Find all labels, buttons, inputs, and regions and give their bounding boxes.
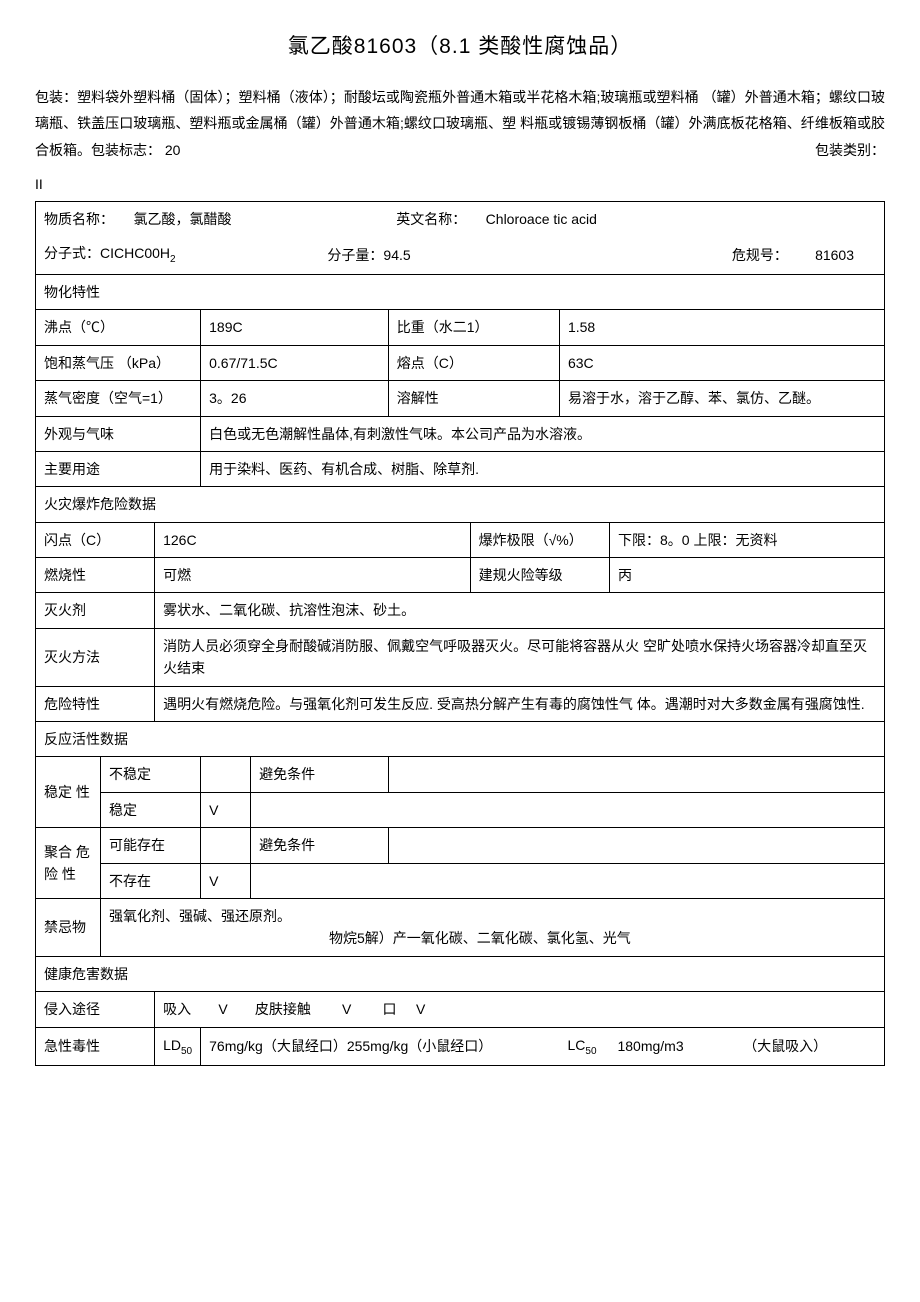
hazard-cell: 危规号： 81603 — [559, 236, 884, 274]
unstable-label: 不稳定 — [101, 757, 201, 792]
combustible-label: 燃烧性 — [36, 558, 155, 593]
boiling-value: 189C — [201, 310, 389, 345]
not-exist-label: 不存在 — [101, 863, 201, 898]
vapor-density-label: 蒸气密度（空气=1） — [36, 381, 201, 416]
section-reactivity: 反应活性数据 — [36, 722, 885, 757]
use-value: 用于染料、医药、有机合成、树脂、除草剂. — [201, 451, 885, 486]
incompat-text: 强氧化剂、强碱、强还原剂。 — [109, 908, 291, 924]
avoid-value-2 — [388, 828, 884, 863]
sol-value: 易溶于水，溶于乙醇、苯、氯仿、乙醚。 — [559, 381, 884, 416]
appearance-value: 白色或无色潮解性晶体,有刺激性气味。本公司产品为水溶液。 — [201, 416, 885, 451]
entry-label: 侵入途径 — [36, 992, 155, 1027]
flash-value: 126C — [155, 522, 470, 557]
inhale-check: V — [218, 1001, 227, 1017]
lc-label: LC — [567, 1037, 585, 1053]
grade-label: 建规火险等级 — [470, 558, 609, 593]
ld-label: LD — [163, 1037, 181, 1053]
ld-sub: 50 — [181, 1045, 192, 1056]
name-cell: 物质名称： 氯乙酸，氯醋酸 — [36, 201, 389, 236]
en-cell: 英文名称： Chloroace tic acid — [388, 201, 884, 236]
lc-sub: 50 — [585, 1045, 596, 1056]
hazard-value: 81603 — [815, 247, 854, 263]
lc-note: （大鼠吸入） — [735, 1027, 884, 1066]
mp-value: 63C — [559, 345, 884, 380]
formula-label: 分子式：CICHC00H — [44, 245, 170, 261]
formula-sub: 2 — [170, 254, 176, 265]
name-label: 物质名称： — [44, 211, 114, 227]
boiling-label: 沸点（℃） — [36, 310, 201, 345]
may-exist-check — [201, 828, 251, 863]
entry-values: 吸入 V 皮肤接触 V 口 V — [155, 992, 885, 1027]
vapor-pressure-value: 0.67/71.5C — [201, 345, 389, 380]
skin-check: V — [342, 1001, 351, 1017]
skin-label: 皮肤接触 — [255, 1001, 311, 1017]
incompat-label: 禁忌物 — [36, 898, 101, 956]
extinguish-method-value: 消防人员必须穿全身耐酸碱消防服、佩戴空气呼吸器灭火。尽可能将容器从火 空旷处喷水… — [155, 628, 885, 686]
formula-cell: 分子式：CICHC00H2 — [36, 236, 320, 274]
en-label: 英文名称： — [396, 211, 466, 227]
incompat-value: 强氧化剂、强碱、强还原剂。 物烷5解）产一氧化碳、二氧化碳、氯化氢、光气 — [101, 898, 885, 956]
hazard-char-label: 危险特性 — [36, 686, 155, 721]
en-value: Chloroace tic acid — [486, 211, 597, 227]
flash-label: 闪点（C） — [36, 522, 155, 557]
mp-label: 熔点（C） — [388, 345, 559, 380]
ld-value: 76mg/kg（大鼠经口）255mg/kg（小鼠经口） — [201, 1027, 560, 1066]
not-exist-blank — [251, 863, 885, 898]
avoid-label-1: 避免条件 — [251, 757, 389, 792]
intro-text: 包装：塑料袋外塑料桶（固体）；塑料桶（液体）；耐酸坛或陶瓷瓶外普通木箱或半花格木… — [35, 84, 885, 164]
hazard-label: 危规号： — [732, 247, 788, 263]
lc-cell: LC50 — [559, 1027, 609, 1066]
roman-numeral: II — [35, 173, 885, 195]
vapor-pressure-label: 饱和蒸气压 （kPa） — [36, 345, 201, 380]
sol-label: 溶解性 — [388, 381, 559, 416]
msds-table: 物质名称： 氯乙酸，氯醋酸 英文名称： Chloroace tic acid 分… — [35, 201, 885, 1067]
section-physchem: 物化特性 — [36, 274, 885, 309]
unstable-check — [201, 757, 251, 792]
avoid-value-1 — [388, 757, 884, 792]
acute-label: 急性毒性 — [36, 1027, 155, 1066]
stability-label: 稳定 性 — [36, 757, 101, 828]
inhale-label: 吸入 — [163, 1001, 191, 1017]
vapor-density-value: 3。26 — [201, 381, 389, 416]
combustible-value: 可燃 — [155, 558, 470, 593]
oral-label: 口 — [383, 1001, 397, 1017]
polymerization-label: 聚合 危险 性 — [36, 828, 101, 899]
limit-label: 爆炸极限（√%） — [470, 522, 609, 557]
section-health: 健康危害数据 — [36, 956, 885, 991]
grade-value: 丙 — [609, 558, 884, 593]
stable-label: 稳定 — [101, 792, 201, 827]
limit-value: 下限：8。0 上限：无资料 — [609, 522, 884, 557]
not-exist-check: V — [201, 863, 251, 898]
may-exist-label: 可能存在 — [101, 828, 201, 863]
use-label: 主要用途 — [36, 451, 201, 486]
name-value: 氯乙酸，氯醋酸 — [133, 211, 231, 227]
decomp-text: 物烷5解）产一氧化碳、二氧化碳、氯化氢、光气 — [109, 930, 631, 946]
appearance-label: 外观与气味 — [36, 416, 201, 451]
density-value: 1.58 — [559, 310, 884, 345]
intro-main: 包装：塑料袋外塑料桶（固体）；塑料桶（液体）；耐酸坛或陶瓷瓶外普通木箱或半花格木… — [35, 89, 885, 158]
section-fire: 火灾爆炸危险数据 — [36, 487, 885, 522]
avoid-label-2: 避免条件 — [251, 828, 389, 863]
hazard-char-value: 遇明火有燃烧危险。与强氧化剂可发生反应. 受高热分解产生有毒的腐蚀性气 体。遇潮… — [155, 686, 885, 721]
extinguish-method-label: 灭火方法 — [36, 628, 155, 686]
stable-blank — [251, 792, 885, 827]
oral-check: V — [416, 1001, 425, 1017]
page-title: 氯乙酸81603（8.1 类酸性腐蚀品） — [35, 30, 885, 64]
ld-cell: LD50 — [155, 1027, 201, 1066]
intro-suffix: 包装类别： — [815, 137, 885, 164]
density-label: 比重（水二1） — [388, 310, 559, 345]
lc-value: 180mg/m3 — [609, 1027, 735, 1066]
extinguisher-label: 灭火剂 — [36, 593, 155, 628]
stable-check: V — [201, 792, 251, 827]
mw-cell: 分子量：94.5 — [319, 236, 559, 274]
extinguisher-value: 雾状水、二氧化碳、抗溶性泡沫、砂土。 — [155, 593, 885, 628]
